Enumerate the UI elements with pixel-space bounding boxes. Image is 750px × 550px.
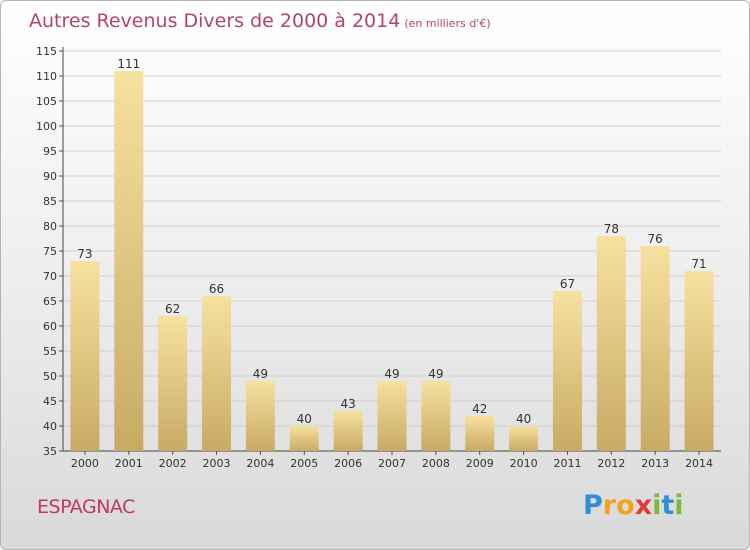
data-label: 76 bbox=[648, 232, 663, 246]
data-label: 71 bbox=[691, 257, 706, 271]
bar bbox=[70, 261, 100, 451]
x-tick-label: 2014 bbox=[685, 457, 713, 470]
bar bbox=[377, 381, 407, 451]
bar bbox=[509, 426, 539, 451]
y-tick-label: 60 bbox=[43, 320, 57, 333]
x-tick-label: 2010 bbox=[510, 457, 538, 470]
bar bbox=[158, 316, 188, 451]
x-tick-label: 2012 bbox=[597, 457, 625, 470]
chart-title: Autres Revenus Divers de 2000 à 2014 (en … bbox=[29, 10, 491, 32]
x-tick-label: 2003 bbox=[203, 457, 231, 470]
y-tick-label: 115 bbox=[36, 45, 57, 58]
logo-letter: r bbox=[602, 490, 617, 521]
x-tick-label: 2009 bbox=[466, 457, 494, 470]
data-label: 62 bbox=[165, 302, 180, 316]
data-label: 49 bbox=[253, 367, 268, 381]
y-tick-label: 100 bbox=[36, 120, 57, 133]
y-tick-label: 105 bbox=[36, 95, 57, 108]
y-tick-label: 110 bbox=[36, 70, 57, 83]
location-label: ESPAGNAC bbox=[37, 496, 135, 518]
bar bbox=[552, 291, 582, 451]
y-tick-label: 55 bbox=[43, 345, 57, 358]
y-tick-label: 70 bbox=[43, 270, 57, 283]
y-tick-label: 50 bbox=[43, 370, 57, 383]
data-label: 40 bbox=[297, 412, 312, 426]
y-tick-label: 45 bbox=[43, 395, 57, 408]
logo-letter: P bbox=[583, 490, 603, 521]
bar bbox=[465, 416, 495, 451]
x-tick-label: 2013 bbox=[641, 457, 669, 470]
x-tick-label: 2001 bbox=[115, 457, 143, 470]
x-tick-label: 2006 bbox=[334, 457, 362, 470]
y-tick-label: 75 bbox=[43, 245, 57, 258]
bar bbox=[596, 236, 626, 451]
bar bbox=[202, 296, 232, 451]
logo-letter: x bbox=[634, 490, 653, 521]
data-label: 40 bbox=[516, 412, 531, 426]
chart-title-text: Autres Revenus Divers de 2000 à 2014 bbox=[29, 10, 401, 32]
data-label: 66 bbox=[209, 282, 224, 296]
data-label: 49 bbox=[384, 367, 399, 381]
x-tick-label: 2000 bbox=[71, 457, 99, 470]
data-label: 67 bbox=[560, 277, 575, 291]
chart-subtitle: (en milliers d'€) bbox=[404, 17, 491, 30]
data-label: 43 bbox=[340, 397, 355, 411]
x-tick-label: 2008 bbox=[422, 457, 450, 470]
y-tick-label: 95 bbox=[43, 145, 57, 158]
y-tick-label: 35 bbox=[43, 445, 57, 458]
bar bbox=[640, 246, 670, 451]
data-label: 73 bbox=[77, 247, 92, 261]
x-tick-label: 2011 bbox=[553, 457, 581, 470]
y-tick-label: 90 bbox=[43, 170, 57, 183]
x-tick-label: 2002 bbox=[159, 457, 187, 470]
bar bbox=[684, 271, 714, 451]
y-tick-label: 40 bbox=[43, 420, 57, 433]
logo-letter: o bbox=[616, 490, 635, 521]
logo-letter: t bbox=[661, 490, 675, 521]
x-tick-label: 2007 bbox=[378, 457, 406, 470]
x-tick-label: 2005 bbox=[290, 457, 318, 470]
bar bbox=[333, 411, 363, 451]
y-tick-label: 65 bbox=[43, 295, 57, 308]
y-tick-label: 80 bbox=[43, 220, 57, 233]
bar bbox=[289, 426, 319, 451]
data-label: 49 bbox=[428, 367, 443, 381]
proxiti-logo: Proxiti bbox=[583, 490, 684, 521]
x-tick-label: 2004 bbox=[246, 457, 274, 470]
data-label: 78 bbox=[604, 222, 619, 236]
bar bbox=[245, 381, 275, 451]
data-label: 111 bbox=[117, 57, 140, 71]
logo-letter: i bbox=[674, 490, 684, 521]
data-label: 42 bbox=[472, 402, 487, 416]
bar bbox=[421, 381, 451, 451]
y-tick-label: 85 bbox=[43, 195, 57, 208]
logo-letter: i bbox=[652, 490, 662, 521]
bar bbox=[114, 71, 144, 451]
